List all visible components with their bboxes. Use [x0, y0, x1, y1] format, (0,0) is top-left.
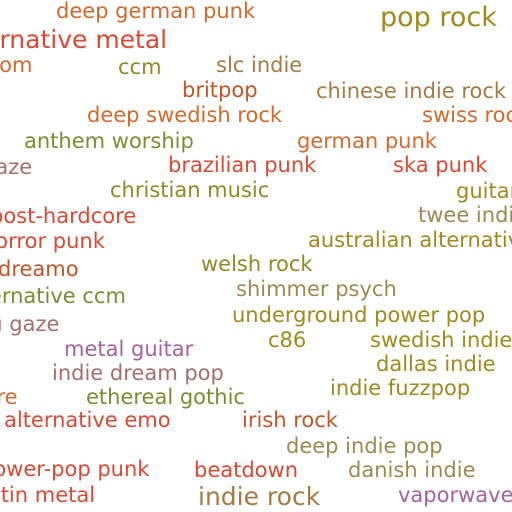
tag-power-pop-punk[interactable]: power-pop punk: [0, 457, 150, 481]
tag-german-punk[interactable]: german punk: [297, 129, 437, 153]
tag-ccm[interactable]: ccm: [118, 55, 162, 79]
tag-alternative-metal[interactable]: alternative metal: [0, 25, 168, 54]
tag-christian-music[interactable]: christian music: [110, 178, 270, 202]
tag-post-hardcore[interactable]: post-hardcore: [0, 204, 137, 228]
tag-latin-metal[interactable]: latin metal: [0, 483, 96, 507]
tag-ccm-cropped[interactable]: ccom: [0, 53, 33, 77]
tag-deep-swedish-rock[interactable]: deep swedish rock: [87, 103, 283, 127]
tag-alternative-emo[interactable]: alternative emo: [4, 408, 171, 432]
tag-chinese-indie-rock[interactable]: chinese indie rock: [316, 79, 507, 103]
tag-danish-indie[interactable]: danish indie: [348, 458, 476, 482]
tag-gaze[interactable]: gaze: [0, 155, 33, 179]
tag-horror-punk[interactable]: horror punk: [0, 229, 105, 253]
tag-c86[interactable]: c86: [268, 328, 307, 352]
tag-dallas-indie[interactable]: dallas indie: [376, 352, 496, 376]
tag-anthem-worship[interactable]: anthem worship: [24, 129, 194, 153]
tag-vaporwave[interactable]: vaporwave: [398, 483, 512, 507]
tag-deep-german-punk[interactable]: deep german punk: [56, 0, 256, 23]
tag-welsh-rock[interactable]: welsh rock: [201, 252, 313, 276]
tag-australian-alternative[interactable]: australian alternative: [308, 228, 512, 252]
tag-core-cropped[interactable]: core: [0, 385, 18, 409]
tag-indie-rock[interactable]: indie rock: [198, 482, 321, 511]
tag-irish-rock[interactable]: irish rock: [242, 408, 338, 432]
tag-indie-fuzzpop[interactable]: indie fuzzpop: [330, 376, 471, 400]
tag-swedish-indie[interactable]: swedish indie: [370, 328, 512, 352]
tag-alternative-ccm[interactable]: alternative ccm: [0, 284, 126, 308]
tag-deep-indie-pop[interactable]: deep indie pop: [286, 434, 443, 458]
tag-indie-dream-pop[interactable]: indie dream pop: [52, 361, 224, 385]
tag-ska-punk[interactable]: ska punk: [393, 153, 488, 177]
tag-underground-power-pop[interactable]: underground power pop: [232, 303, 486, 327]
tag-pop-rock[interactable]: pop rock: [380, 2, 497, 33]
tag-metal-guitar[interactable]: metal guitar: [64, 337, 194, 361]
tag-guitar[interactable]: guitar: [456, 179, 512, 203]
tag-dreamo[interactable]: dreamo: [0, 257, 79, 281]
tag-slc-indie[interactable]: slc indie: [216, 53, 303, 77]
tag-brazilian-punk[interactable]: brazilian punk: [168, 153, 317, 177]
tag-twee-indie[interactable]: twee indie: [418, 203, 512, 227]
tag-beatdown[interactable]: beatdown: [194, 458, 299, 482]
tag-swiss-rock[interactable]: swiss rock: [422, 103, 512, 127]
tag-britpop[interactable]: britpop: [182, 78, 258, 102]
tag-shimmer-psych[interactable]: shimmer psych: [236, 277, 397, 301]
tag-ethereal-gothic[interactable]: ethereal gothic: [86, 385, 245, 409]
tag-nu-gaze[interactable]: nu gaze: [0, 312, 60, 336]
